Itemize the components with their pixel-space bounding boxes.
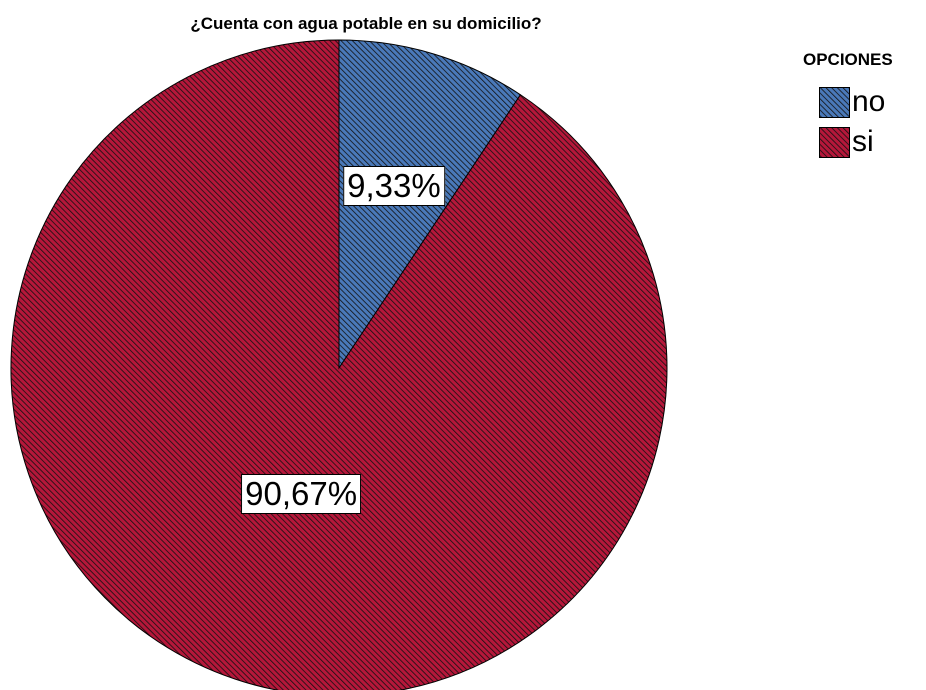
- legend-item-no: no: [803, 86, 923, 118]
- legend-label-si: si: [852, 125, 874, 158]
- legend-title: OPCIONES: [803, 50, 893, 69]
- data-label-si: 90,67%: [241, 473, 362, 514]
- chart-title: ¿Cuenta con agua potable en su domicilio…: [190, 14, 542, 33]
- legend-swatch-no: [819, 86, 850, 118]
- pie-slice-si: [10, 39, 668, 690]
- data-label-no: 9,33%: [343, 165, 445, 206]
- legend-item-si: si: [803, 126, 923, 158]
- legend: OPCIONES no si: [803, 50, 923, 158]
- legend-swatch-si: [819, 126, 850, 158]
- legend-label-no: no: [852, 85, 886, 118]
